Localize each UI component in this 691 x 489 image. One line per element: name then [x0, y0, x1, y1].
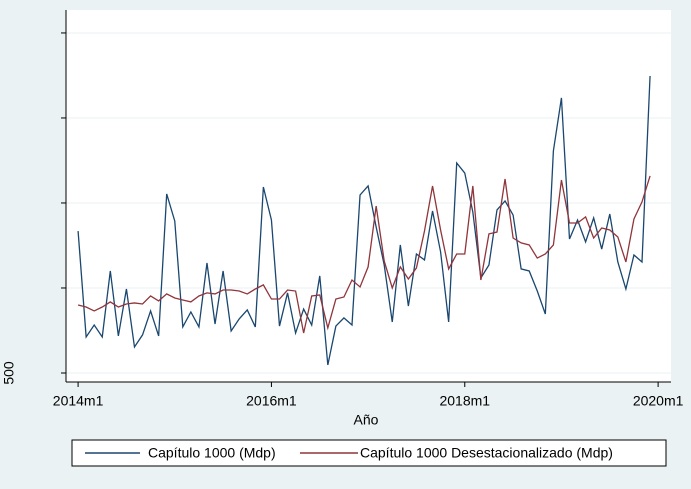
x-axis-label: Año: [354, 412, 379, 428]
plot-area: [66, 10, 671, 382]
y-tick-label: 500: [1, 361, 17, 385]
series-line: [77, 175, 651, 334]
legend-label: Capítulo 1000 (Mdp): [148, 445, 276, 461]
series-line: [77, 75, 651, 366]
x-tick-label: 2016m1: [246, 393, 297, 409]
legend: [71, 439, 667, 467]
x-tick-label: 2014m1: [53, 393, 104, 409]
x-tick-label: 2018m1: [439, 393, 490, 409]
x-tick-label: 2020m1: [633, 393, 684, 409]
legend-label: Capítulo 1000 Desestacionalizado (Mdp): [360, 445, 613, 461]
